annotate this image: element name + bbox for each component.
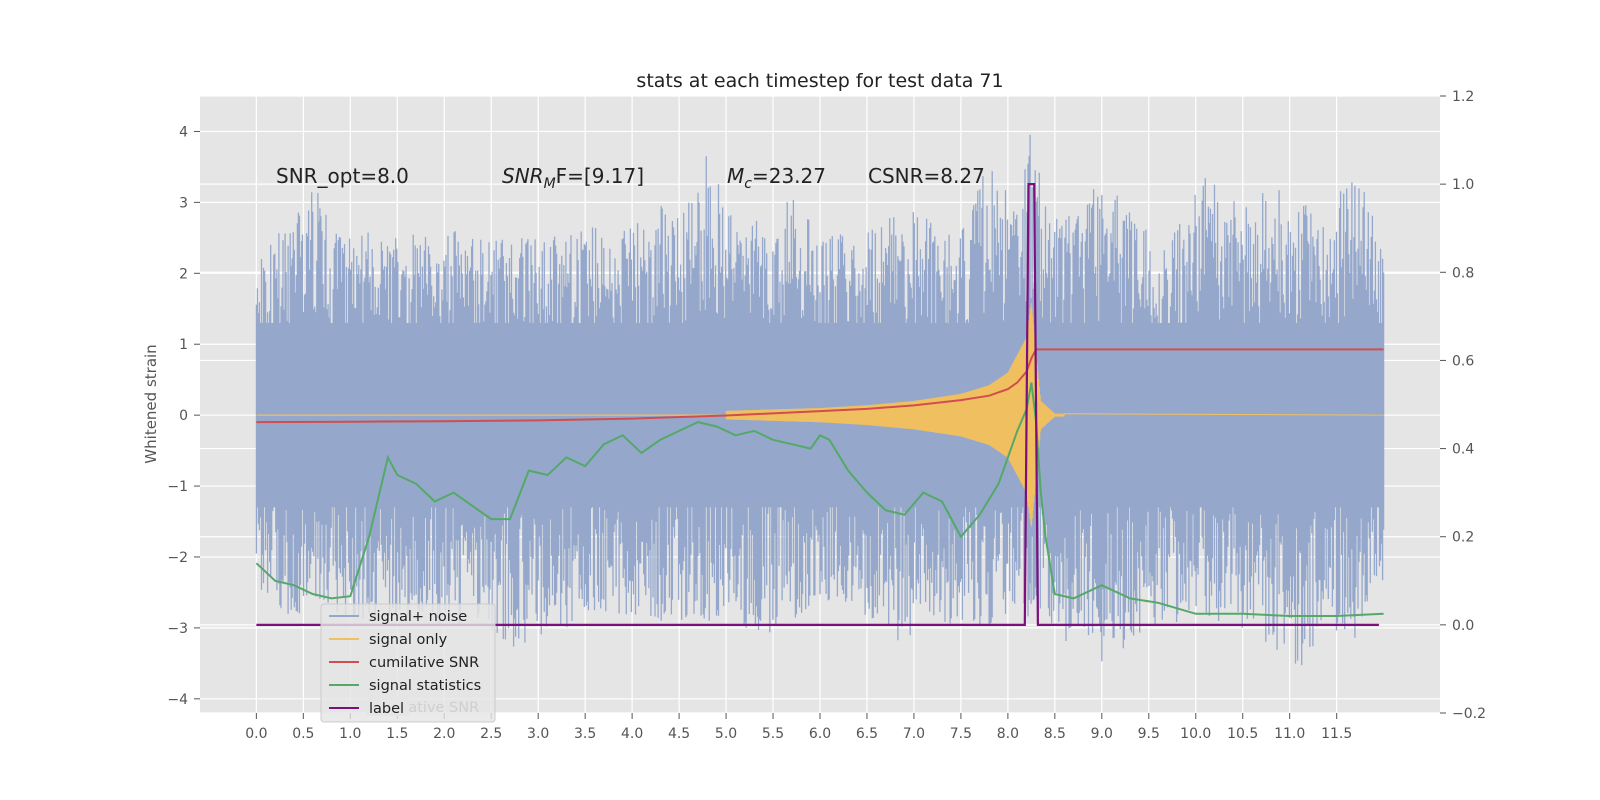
x-tick-label: 11.5 [1321,726,1352,742]
y-tick-label: −2 [167,550,188,566]
y2-tick-label: 0.8 [1452,265,1474,281]
y-tick-label: 4 [179,124,188,140]
x-tick-label: 5.5 [762,726,784,742]
annotation-csnr: CSNR=8.27 [868,164,985,188]
x-tick-label: 6.0 [809,726,831,742]
y2-tick-label: 0.0 [1452,618,1474,634]
x-tick-label: 2.0 [433,726,455,742]
y2-tick-label: 0.2 [1452,530,1474,546]
legend-label-cumilative-snr: cumilative SNR [369,655,479,671]
x-tick-label: 7.5 [950,726,972,742]
chart-title: stats at each timestep for test data 71 [636,70,1003,92]
series-label [256,183,1379,626]
y2-tick-label: 0.4 [1452,442,1474,458]
y-tick-label: −1 [167,479,188,495]
y-tick-label: 2 [179,266,188,282]
x-tick-label: 9.5 [1138,726,1160,742]
x-tick-label: 5.0 [715,726,737,742]
x-tick-label: 0.0 [245,726,267,742]
y-axis-label: Whitened strain [142,344,160,463]
series-signal-statistics [255,382,1384,617]
y-tick-label: 3 [179,195,188,211]
legend-label-signal-only: signal only [369,632,448,648]
legend-label-label: label [369,701,404,717]
x-tick-label: 1.5 [386,726,408,742]
y2-tick-label: 0.6 [1452,353,1474,369]
legend-label-signal-statistics: signal statistics [369,678,481,694]
y-tick-label: −3 [167,621,188,637]
legend-box [320,603,496,723]
y-tick-label: 0 [179,408,188,424]
annotation-mc: Mc=23.27 [727,164,826,192]
x-tick-label: 8.0 [997,726,1019,742]
chirp-trace [725,303,1384,527]
x-tick-label: 2.5 [480,726,502,742]
x-tick-label: 6.5 [856,726,878,742]
x-tick-label: 8.5 [1044,726,1066,742]
series-signal-only [256,303,1384,527]
x-tick-label: 1.0 [339,726,361,742]
x-tick-label: 4.0 [621,726,643,742]
y2-tick-label: −0.2 [1452,706,1486,722]
legend-label-signal-noise: signal+ noise [369,609,467,625]
x-tick-label: 10.0 [1180,726,1211,742]
y-tick-label: −4 [167,692,188,708]
y2-tick-label: 1.0 [1452,177,1474,193]
x-tick-label: 0.5 [292,726,314,742]
x-tick-label: 7.0 [903,726,925,742]
x-tick-label: 11.0 [1274,726,1305,742]
axes: 0.0 0.5 1.0 1.5 2.0 2.5 3.0 3.5 4.0 4.5 5.0 5.5 6.0 6… [167,89,1486,742]
y2-tick-label: 1.2 [1452,89,1474,105]
x-tick-label: 9.0 [1091,726,1113,742]
annotation-snr-mf: SNRMF=[9.17] [502,164,644,192]
x-tick-label: 3.0 [527,726,549,742]
series-cumilative-snr [256,348,1384,424]
x-tick-label: 10.5 [1227,726,1258,742]
annotation-snr-opt: SNR_opt=8.0 [276,164,409,188]
legend-label-bg [366,698,409,716]
y-tick-label: 1 [179,337,188,353]
x-tick-label: 3.5 [574,726,596,742]
legend: cumilative SNR signal+ noise signal only… [320,603,496,723]
x-tick-label: 4.5 [668,726,690,742]
